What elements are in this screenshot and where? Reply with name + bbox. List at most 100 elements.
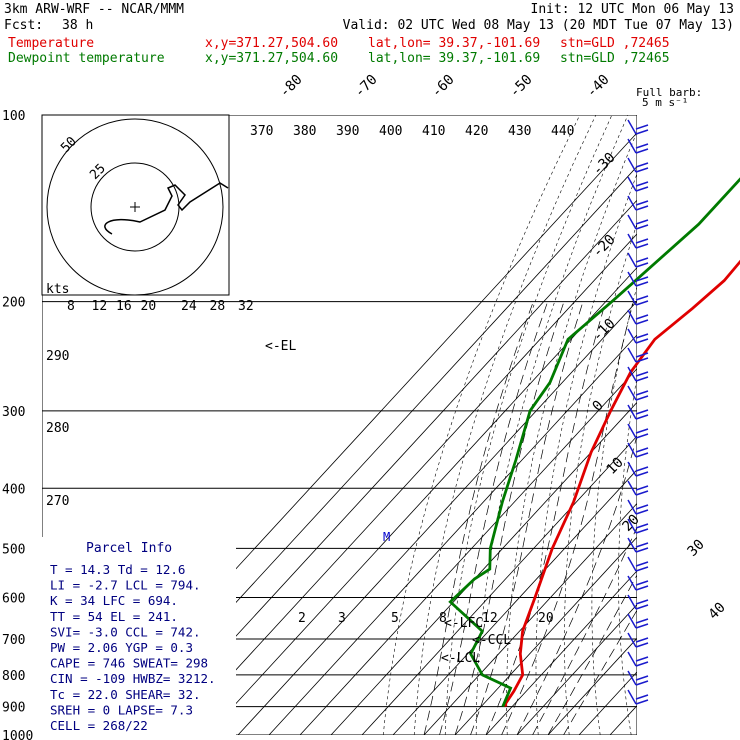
isotherm-line [423,502,637,735]
parcel-title: Parcel Info [86,541,172,556]
isotherm-tick-label: 40 [706,600,729,623]
valid-time: Valid: 02 UTC Wed 08 May 13 (20 MDT Tue … [342,18,734,33]
theta-tick-label: 440 [551,124,574,139]
barb-key-value: 5 m s⁻¹ [642,96,688,109]
moist-adiabat-line [563,609,637,735]
hodo-speed-label: 8 [67,299,75,314]
pressure-tick-label: 200 [2,296,25,311]
wind-barb [627,594,649,610]
theta-tick-label: 270 [46,494,69,509]
isotherm-tick-label: -10 [590,316,619,345]
mixing-ratio-label: 8 [439,611,447,626]
dry-adiabat-line [444,115,613,735]
parcel-panel-bg [42,537,236,735]
wind-barb [627,613,649,629]
moist-adiabat-line [439,301,549,735]
barb-key-title: Full barb: [636,86,702,99]
isotherm-tick-label: 30 [685,537,708,560]
pressure-tick-label: 1000 [2,729,33,740]
parcel-row: SREH = 0 LAPSE= 7.3 [50,702,193,717]
wind-barb [627,214,649,230]
hodo-speed-label: 16 [116,299,132,314]
lfc-marker: <-LFC [444,616,483,631]
pressure-tick-label: 100 [2,109,25,124]
parcel-row: Tc = 22.0 SHEAR= 32. [50,687,201,702]
legend-temperature-latlon: lat,lon= 39.37,-101.69 [368,36,541,51]
hodo-speed-label: 20 [141,299,157,314]
dry-adiabat-line [475,115,629,735]
hodograph-unit-label: kts [46,282,69,297]
legend-dewpoint-xy: x,y=371.27,504.60 [205,51,339,66]
parcel-row: SVI= -3.0 CCL = 742. [50,624,201,639]
theta-tick-label: 390 [336,124,359,139]
ccl-marker: <-CCL [472,633,511,648]
isotherm-line [237,300,637,735]
legend-dewpoint-latlon: lat,lon= 39.37,-101.69 [368,51,541,66]
legend-dewpoint-stn: stn=GLD ,72465 [560,51,670,66]
legend-dewpoint-name: Dewpoint temperature [8,51,165,66]
wind-barb [627,689,649,705]
init-time: Init: 12 UTC Mon 06 May 13 [530,2,735,17]
isotherm-tick-label: 0 [590,398,607,415]
wind-barb [627,176,649,192]
wind-barb [627,119,649,135]
wind-barb [627,518,649,534]
isotherm-tick-label: -30 [590,150,619,179]
theta-tick-label: 380 [293,124,316,139]
hodograph-trace [104,182,229,235]
model-title: 3km ARW-WRF -- NCAR/MMM [4,2,185,17]
dry-adiabat-line [413,115,597,735]
pressure-tick-label: 800 [2,669,25,684]
dry-adiabat-line [694,115,740,735]
wind-barb [627,404,649,420]
hodo-speed-label: 12 [92,299,108,314]
legend-temperature-xy: x,y=371.27,504.60 [205,36,339,51]
parcel-row: CAPE = 746 SWEAT= 298 [50,656,208,671]
pressure-tick-label: 500 [2,542,25,557]
wind-barb [627,138,649,154]
theta-tick-label: 410 [422,124,445,139]
isotherm-line [299,368,637,735]
pressure-tick-label: 600 [2,591,25,606]
dry-adiabat-line [564,222,637,735]
parcel-row: T = 14.3 Td = 12.6 [50,562,185,577]
isotherm-tick-label: -20 [590,232,619,261]
lcl-marker: <-LCL [441,651,480,666]
wind-barb [627,423,649,439]
pressure-tick-label: 400 [2,482,25,497]
isotherm-tick-label: -80 [277,72,306,101]
isotherm-tick-label: 10 [604,455,627,478]
isotherm-line [485,570,637,735]
dry-adiabat-line [382,115,581,735]
theta-tick-label: 430 [508,124,531,139]
wind-barb [627,366,649,382]
isotherm-line [144,199,637,735]
wind-barb [627,271,649,287]
parcel-row: K = 34 LFC = 694. [50,593,178,608]
isotherm-line [268,334,637,735]
pressure-tick-label: 900 [2,701,25,716]
mixing-ratio-label: 12 [482,611,498,626]
isotherm-line [361,435,637,735]
isotherm-line [392,469,637,735]
isotherm-line [516,603,637,735]
wind-barb [627,252,649,268]
forecast-label: Fcst: [4,18,44,33]
legend-temperature-name: Temperature [8,36,95,51]
mixing-ratio-label: 20 [538,611,554,626]
hodo-speed-label: 24 [181,299,197,314]
hodograph-ring [46,118,224,296]
isotherm-tick-label: -40 [584,72,613,101]
wind-barb [627,290,649,306]
wind-barb [627,537,649,553]
wind-barb [627,442,649,458]
dewpoint-line [448,177,740,708]
theta-tick-label: 400 [379,124,402,139]
pressure-tick-label: 700 [2,633,25,648]
parcel-row: CIN = -109 HWBZ= 3212. [50,671,216,686]
theta-tick-label: 370 [250,124,273,139]
hodo-speed-label: 28 [210,299,226,314]
mixing-ratio-label: 5 [391,611,399,626]
isotherm-line [330,401,637,735]
